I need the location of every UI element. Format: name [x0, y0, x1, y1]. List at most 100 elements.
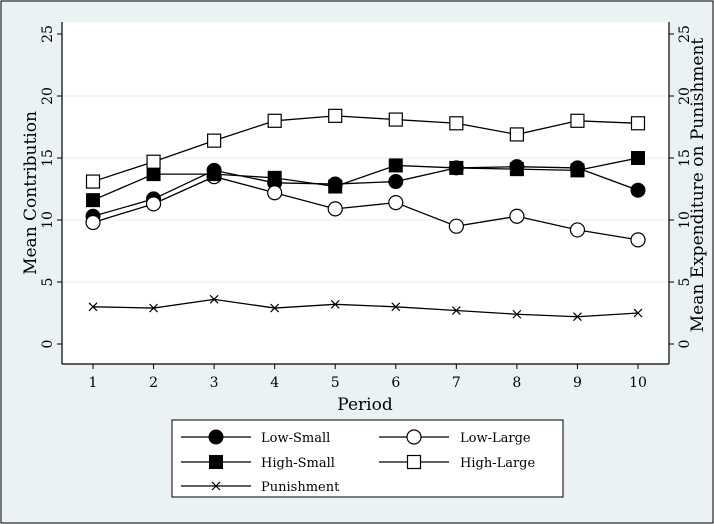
data-point-high-large	[630, 116, 646, 131]
y-tick-label-left: 15	[40, 149, 56, 167]
legend: Low-Small Low-Large High-Small High-Large Pu…	[171, 419, 564, 498]
data-point-punishment	[149, 303, 158, 313]
legend-item-high-small: High-Small	[181, 455, 335, 471]
data-point-punishment	[633, 308, 643, 318]
y-axis-title: Mean Contribution	[21, 111, 41, 275]
data-point-low-large	[569, 222, 586, 238]
series-line-high-small	[92, 157, 639, 201]
legend-marker-low-small	[208, 429, 224, 445]
data-point-high-small	[449, 160, 464, 175]
x-marker-stroke	[391, 302, 401, 312]
data-point-punishment	[391, 302, 401, 312]
legend-item-low-small: Low-Small	[181, 429, 330, 446]
legend-item-low-large: Low-Large	[379, 429, 531, 446]
data-point-low-large	[145, 196, 162, 212]
legend-box	[171, 419, 564, 498]
legend-label: High-Small	[261, 456, 335, 471]
y-tick-label-right: 10	[677, 211, 693, 229]
data-point-punishment	[573, 312, 582, 322]
x-tick-label: 1	[89, 375, 98, 391]
data-point-high-small	[86, 193, 100, 208]
x-tick-label: 6	[391, 375, 400, 391]
series-high-small	[86, 151, 645, 208]
y-tick-label-right: 20	[677, 87, 693, 105]
legend-label: Low-Small	[261, 431, 330, 446]
data-point-punishment	[270, 303, 280, 313]
series-high-large	[85, 108, 646, 189]
x-marker-stroke	[512, 309, 522, 319]
series-punishment	[88, 294, 643, 322]
data-point-low-large	[267, 185, 283, 201]
y-tick-label-right: 0	[677, 340, 693, 349]
x-tick-label: 2	[149, 375, 158, 391]
x-tick-label: 5	[331, 375, 340, 391]
data-point-punishment	[512, 309, 522, 319]
x-tick-label: 9	[573, 375, 582, 391]
data-point-low-large	[509, 208, 525, 224]
data-point-high-small	[570, 163, 585, 178]
x-marker-stroke	[330, 299, 340, 309]
series-line-high-large	[92, 115, 639, 183]
data-point-high-large	[207, 133, 222, 148]
data-point-low-small	[630, 182, 646, 198]
y-tick-label-left: 10	[40, 211, 56, 229]
x-tick-label: 3	[210, 375, 219, 391]
x-marker-stroke	[270, 303, 280, 313]
data-point-high-small	[631, 151, 645, 165]
x-tick-label: 8	[512, 375, 521, 391]
data-point-high-small	[509, 162, 524, 177]
legend-label: High-Large	[460, 456, 536, 471]
data-point-low-large	[388, 195, 404, 211]
data-point-high-large	[388, 112, 403, 127]
data-point-low-large	[448, 218, 464, 234]
series-line-low-small	[92, 166, 639, 217]
data-point-high-small	[388, 158, 403, 173]
y-tick-label-right: 15	[677, 149, 693, 167]
series-line-low-large	[92, 175, 639, 241]
data-point-punishment	[209, 294, 219, 304]
data-point-high-large	[146, 154, 161, 169]
legend-marker-high-small	[209, 455, 223, 469]
x-tick-label: 7	[452, 375, 461, 391]
data-point-high-small	[267, 170, 282, 185]
data-point-high-large	[267, 113, 282, 128]
x-marker-stroke	[573, 312, 582, 322]
data-point-high-large	[509, 127, 524, 142]
data-point-low-large	[327, 201, 343, 217]
y-tick-label-right: 25	[677, 25, 693, 43]
data-point-high-small	[328, 179, 343, 194]
x-tick-label: 10	[629, 375, 647, 391]
data-point-high-large	[570, 113, 585, 128]
legend-marker-high-large	[406, 454, 422, 470]
y-tick-label-right: 5	[677, 278, 693, 287]
x-tick-label: 4	[270, 375, 279, 391]
y-tick-label-left: 20	[40, 87, 56, 105]
x-axis-title: Period	[337, 395, 393, 415]
data-point-high-large	[85, 174, 101, 189]
data-point-low-large	[630, 232, 646, 248]
x-marker-stroke	[88, 302, 98, 312]
x-marker-stroke	[211, 481, 221, 491]
x-marker-stroke	[149, 303, 158, 313]
legend-label: Punishment	[261, 480, 340, 495]
data-point-punishment	[330, 299, 340, 309]
data-point-high-large	[449, 116, 464, 131]
x-marker-stroke	[633, 308, 643, 318]
x-marker-stroke	[451, 306, 461, 315]
legend-label: Low-Large	[460, 431, 531, 446]
data-point-punishment	[451, 306, 461, 315]
y-tick-label-left: 5	[40, 278, 56, 287]
legend-item-punishment: Punishment	[181, 480, 340, 495]
series-line-punishment	[92, 298, 639, 318]
data-point-low-large	[85, 214, 101, 231]
data-point-high-small	[207, 167, 222, 182]
data-point-high-large	[328, 108, 343, 123]
legend-marker-low-large	[406, 429, 422, 445]
y-tick-label-left: 0	[40, 340, 56, 349]
y-tick-label-left: 25	[40, 25, 56, 43]
x-marker-stroke	[209, 294, 219, 304]
y2-axis-title: Mean Expenditure on Punishment	[688, 38, 708, 333]
legend-item-high-large: High-Large	[379, 454, 536, 471]
